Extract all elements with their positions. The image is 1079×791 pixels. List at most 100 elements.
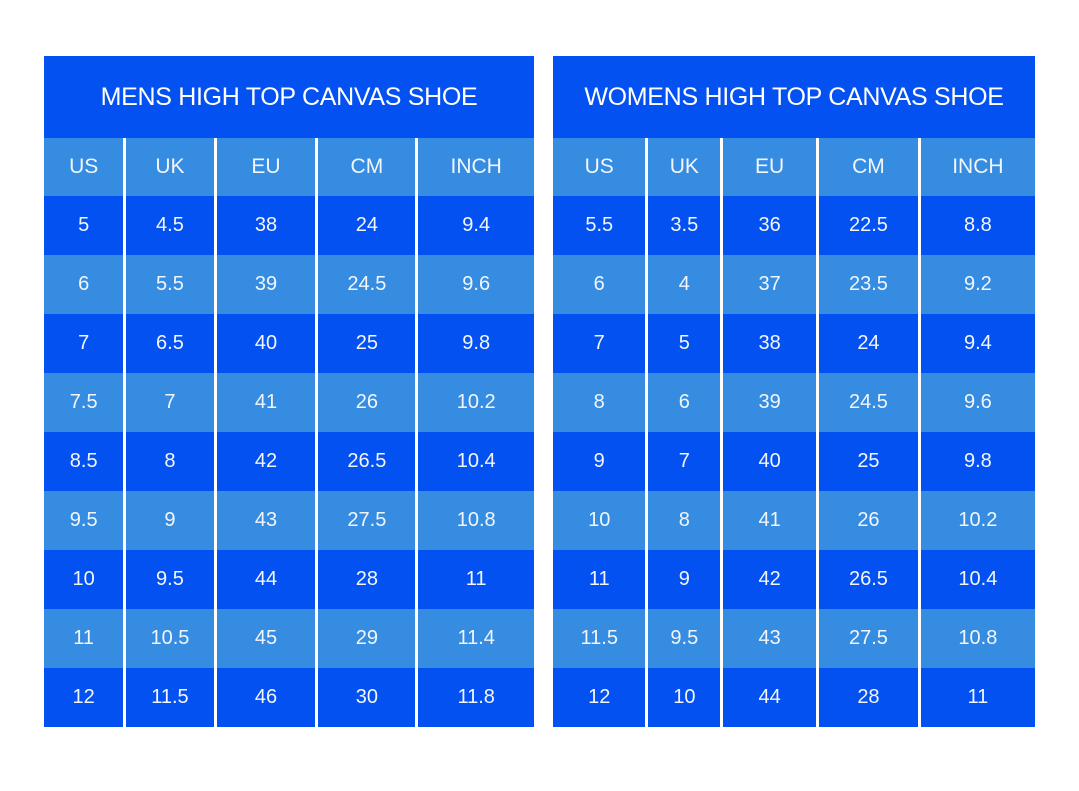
size-row: 12 11.5 46 30 11.8 <box>44 668 534 727</box>
size-cell: 26 <box>816 491 920 550</box>
size-cell: 39 <box>720 373 818 432</box>
womens-table-title: WOMENS HIGH TOP CANVAS SHOE <box>553 56 1035 138</box>
size-cell: 42 <box>213 432 317 491</box>
size-cell: 5.5 <box>585 214 614 236</box>
size-row: 9.5 9 43 27.5 10.8 <box>44 491 534 550</box>
mens-size-table: US UK EU CM INCH 5 4.5 38 24 9.4 6 5.5 39 24.5 9.6 7 6.… <box>44 138 534 727</box>
size-cell: 9.8 <box>917 432 1035 491</box>
size-cell: 10.8 <box>415 491 534 550</box>
size-row: 7 5 38 24 9.4 <box>553 314 1035 373</box>
size-cell: 9.5 <box>123 550 215 609</box>
column-header-inch: INCH <box>415 138 534 196</box>
size-cell: 7.5 <box>69 391 98 413</box>
size-cell: 45 <box>213 609 317 668</box>
size-cell: 41 <box>213 373 317 432</box>
size-cell: 9 <box>123 491 215 550</box>
size-cell: 10.2 <box>917 491 1035 550</box>
size-cell: 12 <box>72 686 95 708</box>
size-cell: 6 <box>78 273 90 295</box>
size-cell: 10.8 <box>917 609 1035 668</box>
size-cell: 11 <box>415 550 534 609</box>
size-cell: 10.2 <box>415 373 534 432</box>
size-cell: 9.4 <box>917 314 1035 373</box>
size-cell: 46 <box>213 668 317 727</box>
size-cell: 5 <box>645 314 722 373</box>
size-cell: 26 <box>315 373 417 432</box>
size-cell: 4 <box>645 255 722 314</box>
column-header-us: US <box>584 155 614 178</box>
size-cell: 28 <box>816 668 920 727</box>
size-cell: 26.5 <box>816 550 920 609</box>
size-cell: 10.4 <box>917 550 1035 609</box>
size-cell: 10.5 <box>123 609 215 668</box>
size-cell: 7 <box>78 332 90 354</box>
size-row: 11 10.5 45 29 11.4 <box>44 609 534 668</box>
size-row: 6 5.5 39 24.5 9.6 <box>44 255 534 314</box>
size-cell: 43 <box>720 609 818 668</box>
column-header-uk: UK <box>123 138 215 196</box>
size-cell: 4.5 <box>123 196 215 255</box>
size-cell: 10.4 <box>415 432 534 491</box>
column-header-cm: CM <box>816 138 920 196</box>
size-cell: 39 <box>213 255 317 314</box>
size-cell: 37 <box>720 255 818 314</box>
size-cell: 30 <box>315 668 417 727</box>
size-cell: 24.5 <box>315 255 417 314</box>
size-cell: 9.6 <box>415 255 534 314</box>
size-cell: 41 <box>720 491 818 550</box>
size-cell: 27.5 <box>816 609 920 668</box>
column-header-eu: EU <box>213 138 317 196</box>
size-cell: 3.5 <box>645 196 722 255</box>
womens-size-table: US UK EU CM INCH 5.5 3.5 36 22.5 8.8 6 4 37 23.5 9.2 7… <box>553 138 1035 727</box>
size-cell: 36 <box>720 196 818 255</box>
size-cell: 6 <box>645 373 722 432</box>
size-cell: 28 <box>315 550 417 609</box>
mens-table-title: MENS HIGH TOP CANVAS SHOE <box>44 56 534 138</box>
size-cell: 9.4 <box>415 196 534 255</box>
size-cell: 11.5 <box>580 627 618 649</box>
size-cell: 7 <box>645 432 722 491</box>
size-row: 5.5 3.5 36 22.5 8.8 <box>553 196 1035 255</box>
size-row: 11.5 9.5 43 27.5 10.8 <box>553 609 1035 668</box>
mens-size-chart: MENS HIGH TOP CANVAS SHOE US UK EU CM INCH 5… <box>44 56 534 727</box>
size-cell: 10 <box>588 509 611 531</box>
size-cell: 8 <box>123 432 215 491</box>
size-cell: 12 <box>588 686 611 708</box>
size-cell: 9 <box>593 450 605 472</box>
womens-size-chart: WOMENS HIGH TOP CANVAS SHOE US UK EU CM INCH… <box>553 56 1035 727</box>
size-cell: 7 <box>593 332 605 354</box>
size-row: 7.5 7 41 26 10.2 <box>44 373 534 432</box>
size-cell: 29 <box>315 609 417 668</box>
size-cell: 9.8 <box>415 314 534 373</box>
size-cell: 26.5 <box>315 432 417 491</box>
size-cell: 44 <box>720 668 818 727</box>
size-cell: 6.5 <box>123 314 215 373</box>
size-row: 10 8 41 26 10.2 <box>553 491 1035 550</box>
size-cell: 40 <box>213 314 317 373</box>
size-cell: 5.5 <box>123 255 215 314</box>
size-cell: 11 <box>588 568 610 590</box>
size-row: 8 6 39 24.5 9.6 <box>553 373 1035 432</box>
size-cell: 8 <box>645 491 722 550</box>
header-row: US UK EU CM INCH <box>553 138 1035 196</box>
column-header-eu: EU <box>720 138 818 196</box>
size-cell: 10 <box>645 668 722 727</box>
size-cell: 8.5 <box>69 450 98 472</box>
size-row: 12 10 44 28 11 <box>553 668 1035 727</box>
size-cell: 8 <box>593 391 605 413</box>
size-cell: 6 <box>593 273 605 295</box>
column-header-cm: CM <box>315 138 417 196</box>
size-cell: 11 <box>73 627 95 649</box>
size-cell: 9.5 <box>645 609 722 668</box>
size-cell: 5 <box>78 214 90 236</box>
size-cell: 22.5 <box>816 196 920 255</box>
size-cell: 38 <box>720 314 818 373</box>
size-cell: 9 <box>645 550 722 609</box>
size-row: 11 9 42 26.5 10.4 <box>553 550 1035 609</box>
size-cell: 24 <box>315 196 417 255</box>
size-cell: 25 <box>816 432 920 491</box>
size-cell: 11 <box>917 668 1035 727</box>
column-header-inch: INCH <box>917 138 1035 196</box>
size-cell: 11.4 <box>415 609 534 668</box>
